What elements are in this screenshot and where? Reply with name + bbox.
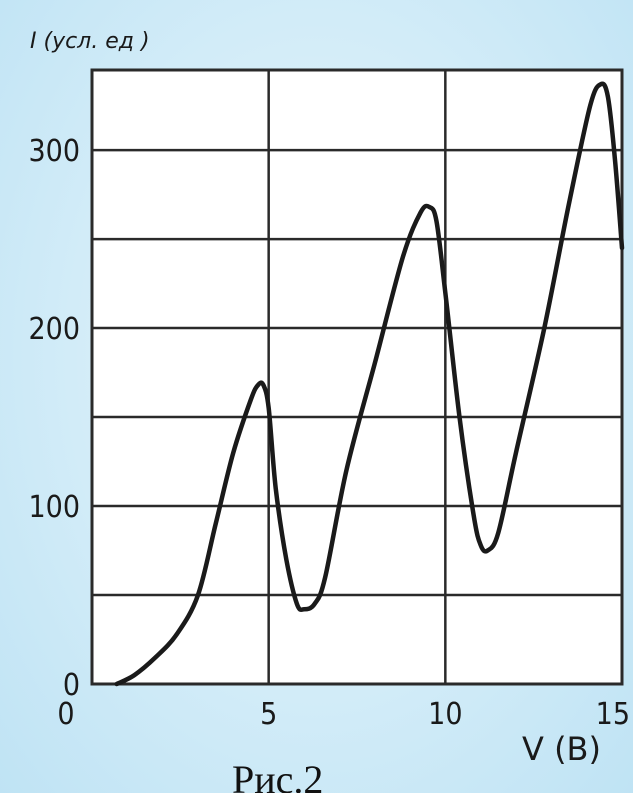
curve-layer — [114, 81, 625, 687]
y-tick-label: 300 — [28, 134, 80, 169]
y-axis-label: I (усл. ед ) — [30, 29, 150, 54]
x-tick-label: 10 — [428, 697, 462, 732]
current-voltage-curve — [114, 81, 625, 687]
origin-tick-label: 0 — [57, 697, 74, 732]
x-axis-label: V (B) — [522, 730, 601, 768]
y-tick-label: 200 — [28, 312, 80, 347]
x-tick-label: 15 — [596, 697, 630, 732]
tick-labels: 0 100 200 300 5 10 15 0 — [28, 134, 630, 732]
figure-caption: Рис.2 — [232, 757, 323, 793]
x-tick-label: 5 — [260, 697, 277, 732]
grid — [92, 70, 622, 684]
y-tick-label: 100 — [28, 490, 80, 525]
plot-area — [90, 68, 624, 686]
y-tick-label: 0 — [63, 668, 80, 703]
